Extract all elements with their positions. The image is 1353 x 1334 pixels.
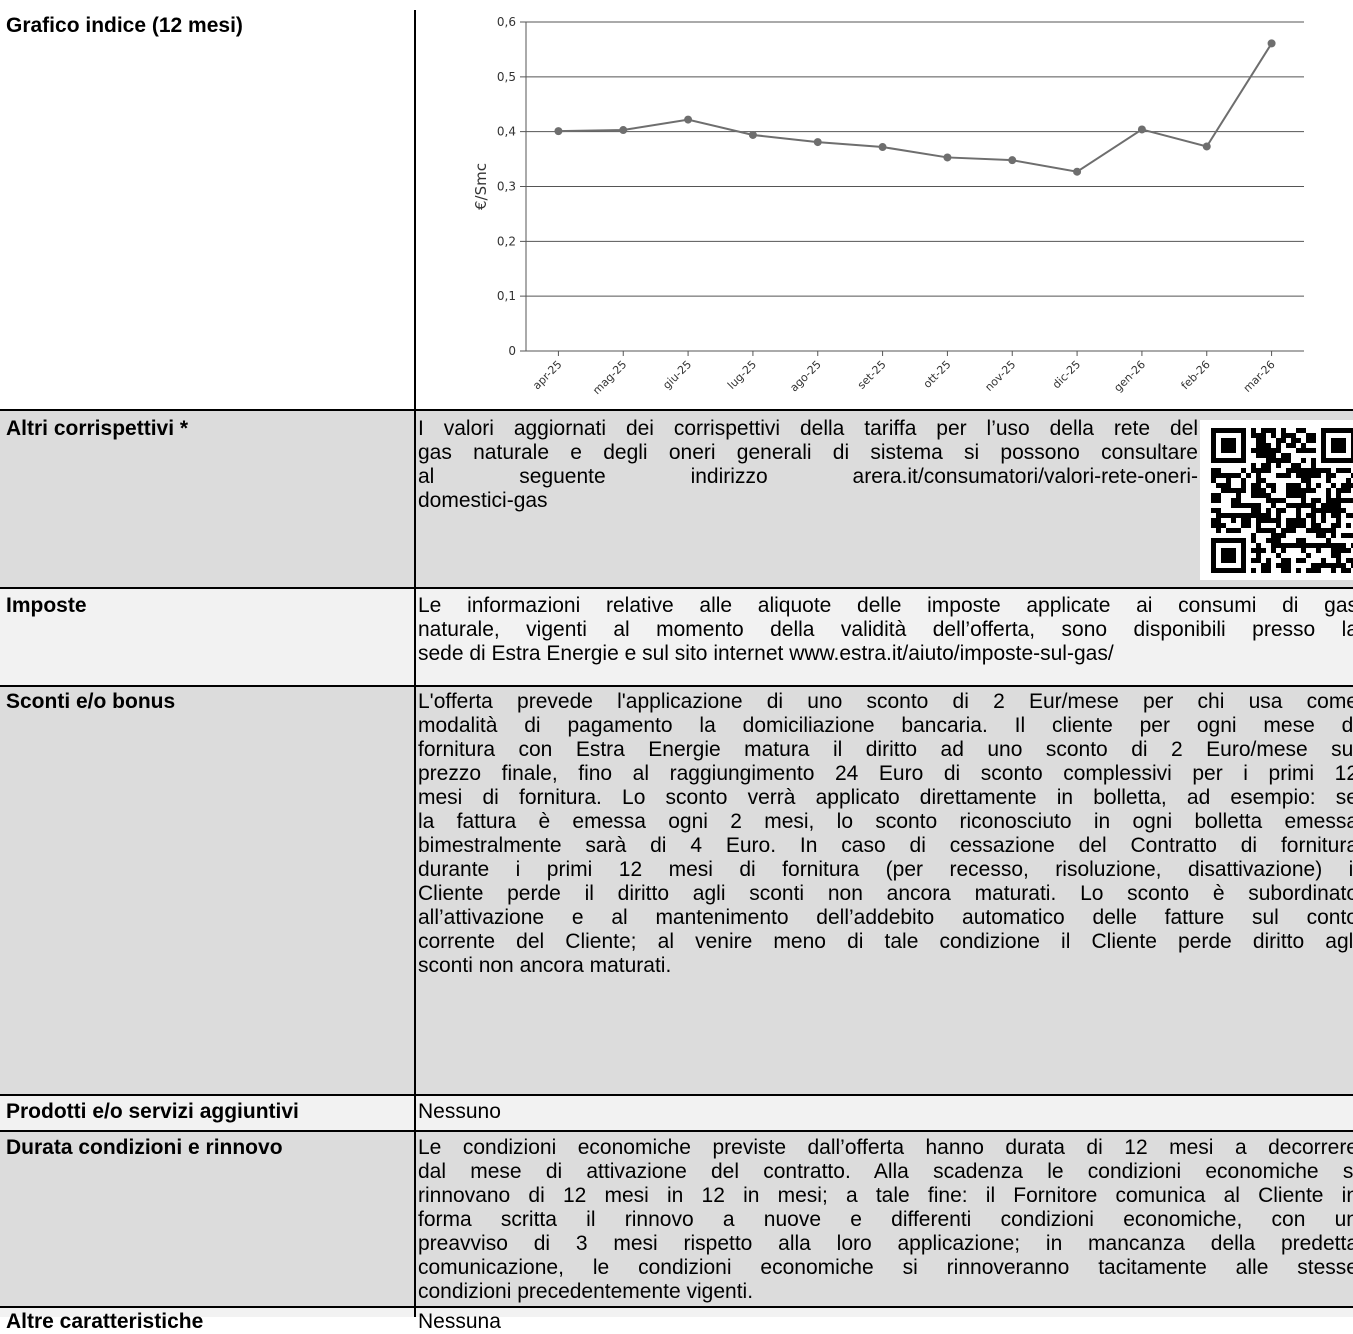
text-line: prezzo finale, fino al raggiungimento 24…	[418, 762, 1353, 785]
column-divider	[414, 10, 416, 1317]
x-tick-label: nov-25	[982, 358, 1018, 394]
text-line: sconti non ancora maturati.	[418, 954, 672, 977]
series-line	[558, 42, 1273, 173]
label-grafico: Grafico indice (12 mesi)	[6, 14, 243, 37]
text-line: preavviso di 3 mesi rispetto alla loro a…	[418, 1232, 1353, 1255]
altri-corrispettivi-text: I valori aggiornati dei corrispettivi de…	[418, 417, 1198, 513]
prodotti-value: Nessuno	[418, 1100, 501, 1123]
text-line: Le informazioni relative alle aliquote d…	[418, 594, 1353, 617]
text-line: I valori aggiornati dei corrispettivi de…	[418, 417, 1198, 440]
x-tick-label: set-25	[855, 358, 889, 392]
text-line: L'offerta prevede l'applicazione di uno …	[418, 690, 1353, 713]
y-tick-label: 0,4	[497, 125, 516, 139]
text-line: al seguente indirizzo arera.it/consumato…	[418, 465, 1198, 488]
data-point	[1137, 125, 1146, 134]
label-sconti: Sconti e/o bonus	[6, 690, 176, 713]
label-imposte: Imposte	[6, 594, 87, 617]
text-line: mesi di fornitura. Lo sconto verrà appli…	[418, 786, 1353, 809]
data-point	[943, 153, 952, 162]
text-line: all’attivazione e al mantenimento dell’a…	[418, 906, 1353, 929]
row-altri-corrispettivi	[0, 410, 1353, 587]
row-divider	[0, 409, 1353, 411]
y-tick-label: 0,6	[497, 15, 516, 29]
altre-value: Nessuna	[418, 1310, 501, 1333]
row-divider	[0, 587, 1353, 589]
text-line: sede di Estra Energie e sul sito interne…	[418, 642, 1114, 665]
x-tick-label: apr-25	[530, 358, 564, 392]
label-durata: Durata condizioni e rinnovo	[6, 1136, 283, 1159]
data-point	[813, 138, 822, 147]
data-point	[619, 126, 628, 135]
qr-code-icon	[1200, 420, 1353, 580]
y-tick-label: 0,3	[497, 180, 516, 194]
y-axis-label: €/Smc	[472, 163, 490, 210]
sconti-text: L'offerta prevede l'applicazione di uno …	[418, 690, 1353, 978]
line-chart: 0 0,1 0,2 0,3 0,4 0,5 0,6 €/Smc apr-25 mag-25 giu-…	[472, 15, 1304, 397]
text-line: condizioni precedentemente vigenti.	[418, 1280, 754, 1303]
x-tick-label: mag-25	[590, 358, 629, 397]
y-tick-label: 0	[508, 344, 516, 358]
text-line: dal mese di attivazione del contratto. A…	[418, 1160, 1353, 1183]
label-prodotti: Prodotti e/o servizi aggiuntivi	[6, 1100, 299, 1123]
x-tick-label: gen-26	[1111, 358, 1148, 395]
data-point	[1202, 142, 1211, 151]
text-line: la fattura è emessa ogni 2 mesi, lo scon…	[418, 810, 1353, 833]
text-line: forma scritta il rinnovo a nuove e diffe…	[418, 1208, 1353, 1231]
text-line: comunicazione, le condizioni economiche …	[418, 1256, 1353, 1279]
row-divider	[0, 1306, 1353, 1308]
text-line: Cliente perde il diritto agli sconti non…	[418, 882, 1353, 905]
text-line: gas naturale e degli oneri generali di s…	[418, 441, 1198, 464]
row-durata	[0, 1132, 1353, 1306]
data-point	[1073, 167, 1082, 176]
data-point	[554, 127, 563, 136]
label-altre: Altre caratteristiche	[6, 1310, 204, 1333]
x-tick-label: feb-26	[1179, 358, 1213, 392]
index-chart: 0 0,1 0,2 0,3 0,4 0,5 0,6 €/Smc apr-25 mag-25 giu-…	[462, 10, 1353, 399]
data-point	[684, 115, 693, 124]
text-line: bimestralmente sarà di 4 Euro. In caso d…	[418, 834, 1353, 857]
qr-code-graphic	[1211, 428, 1353, 573]
imposte-text: Le informazioni relative alle aliquote d…	[418, 594, 1353, 666]
row-divider	[0, 685, 1353, 687]
text-line: naturale, vigenti al momento della valid…	[418, 618, 1353, 641]
x-tick-label: mar-26	[1241, 358, 1278, 395]
data-point	[748, 130, 757, 139]
x-tick-label: ago-25	[787, 358, 824, 395]
x-tick-label: lug-25	[725, 358, 759, 392]
row-sconti	[0, 687, 1353, 1094]
x-tick-label: giu-25	[660, 358, 694, 392]
text-line: rinnovano di 12 mesi in 12 in mesi; a ta…	[418, 1184, 1353, 1207]
text-line: domestici-gas	[418, 489, 548, 512]
x-tick-label: ott-25	[921, 358, 954, 391]
text-line: durante i primi 12 mesi di fornitura (pe…	[418, 858, 1353, 881]
x-tick-label: dic-25	[1050, 358, 1083, 391]
text-line: Le condizioni economiche previste dall’o…	[418, 1136, 1353, 1159]
row-imposte	[0, 589, 1353, 685]
row-altre	[0, 1308, 1353, 1317]
y-tick-label: 0,1	[497, 289, 516, 303]
row-prodotti	[0, 1096, 1353, 1130]
text-line: modalità di pagamento la domiciliazione …	[418, 714, 1353, 737]
data-point	[1267, 39, 1276, 48]
row-divider	[0, 1094, 1353, 1096]
row-divider	[0, 1130, 1353, 1132]
data-point	[878, 143, 887, 152]
y-tick-label: 0,2	[497, 234, 516, 248]
y-tick-label: 0,5	[497, 70, 516, 84]
durata-text: Le condizioni economiche previste dall’o…	[418, 1136, 1353, 1304]
text-line: fornitura con Estra Energie matura il di…	[418, 738, 1353, 761]
text-line: corrente del Cliente; al venire meno di …	[418, 930, 1353, 953]
data-point	[1008, 156, 1017, 165]
label-altri-corrispettivi: Altri corrispettivi *	[6, 417, 189, 440]
